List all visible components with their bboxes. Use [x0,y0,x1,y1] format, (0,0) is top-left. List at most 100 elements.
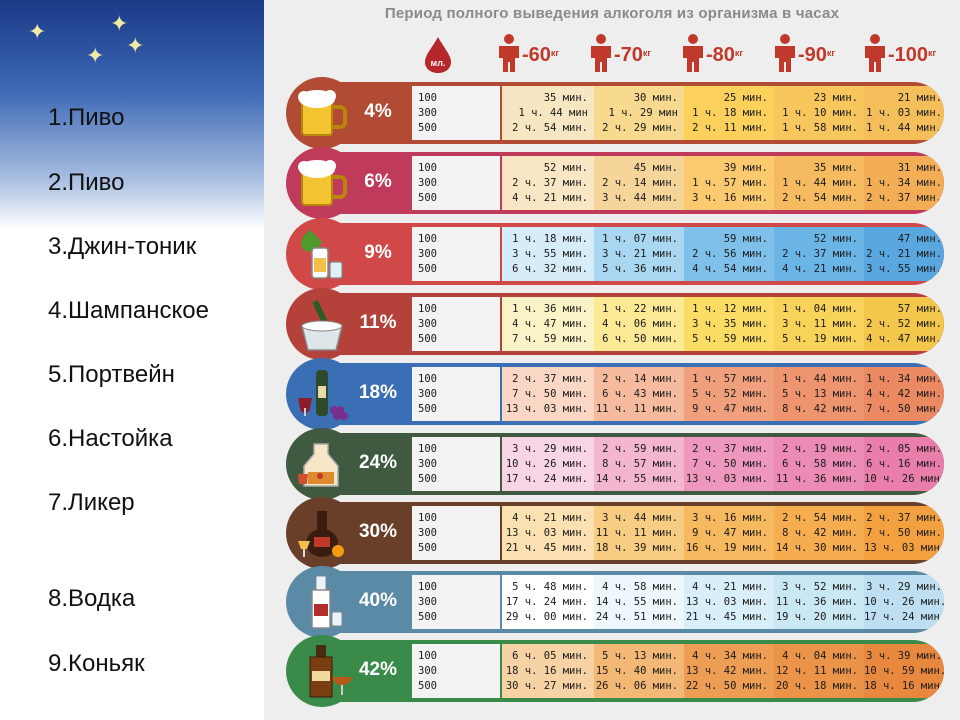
time-value: 5 ч. 19 мин. [782,333,858,345]
table-row: 100 300 500 1 ч. 36 мин. 4 ч. 47 мин. 7 ч. 59… [264,288,960,360]
person-icon [591,34,611,72]
abv-badge: 30% [354,515,402,549]
weight-label: -80кг [706,44,744,66]
time-value: 2 ч. 37 мин. [866,192,942,204]
volume-cell: 100 300 500 [412,437,500,491]
time-value: 13 ч. 42 мин. [685,665,768,677]
time-value: 13 ч. 03 мин. [864,542,944,554]
time-value: 2 ч. 37 мин. [692,443,768,455]
volume-value: 100 [418,581,437,593]
time-value: 5 ч. 13 мин. [602,650,678,662]
time-value: 6 ч. 32 мин. [512,263,588,275]
volume-value: 500 [418,473,437,485]
volume-cell: 100 300 500 [412,575,500,629]
time-value: 4 ч. 04 мин. [782,650,858,662]
volume-value: 500 [418,680,437,692]
abv-badge: 40% [354,584,402,618]
volume-value: 300 [418,665,437,677]
volume-value: 300 [418,527,437,539]
time-value: 7 ч. 50 мин. [692,458,768,470]
time-value: 2 ч. 14 мин. [602,177,678,189]
time-cell: 3 ч. 44 мин. 11 ч. 11 мин. 18 ч. 39 мин. [594,506,684,560]
time-cell: 1 ч. 22 мин. 4 ч. 06 мин. 6 ч. 50 мин. [594,297,684,351]
time-cell: 25 мин. 1 ч. 18 мин. 2 ч. 11 мин. [684,86,774,140]
time-value: 4 ч. 34 мин. [692,650,768,662]
time-value: 7 ч. 59 мин. [512,333,588,345]
time-value: 1 ч. 12 мин. [692,303,768,315]
abv-badge: 9% [354,236,402,270]
volume-value: 300 [418,318,437,330]
volume-value: 500 [418,263,437,275]
time-value: 6 ч. 58 мин. [782,458,858,470]
time-cell: 47 мин. 2 ч. 21 мин. 3 ч. 55 мин. [864,227,944,281]
time-value: 6 ч. 16 мин. [866,458,942,470]
time-value: 39 мин. [723,162,768,174]
time-cell: 35 мин. 1 ч. 44 мин 2 ч. 54 мин. [502,86,594,140]
time-value: 4 ч. 06 мин. [602,318,678,330]
time-value: 35 мин. [543,92,588,104]
table-row: 100 300 500 1 ч. 18 мин. 3 ч. 55 мин. 6 ч. 32… [264,218,960,290]
time-value: 52 мин. [543,162,588,174]
time-value: 21 ч. 45 мин. [505,542,588,554]
time-cell: 1 ч. 12 мин. 3 ч. 35 мин. 5 ч. 59 мин. [684,297,774,351]
liqueur-decanter-icon [298,443,339,487]
time-value: 21 мин. [897,92,942,104]
volume-value: 300 [418,248,437,260]
gin-tonic-icon [301,230,343,279]
time-value: 5 ч. 59 мин. [692,333,768,345]
drink-icon-circle [286,358,358,430]
time-cell: 2 ч. 37 мин. 7 ч. 50 мин. 13 ч. 03 мин. [864,506,944,560]
time-cell: 2 ч. 37 мин. 7 ч. 50 мин. 13 ч. 03 мин. [502,367,594,421]
time-value: 8 ч. 57 мин. [602,458,678,470]
time-value: 4 ч. 21 мин. [782,263,858,275]
table-row: 100 300 500 52 мин. 2 ч. 37 мин. 4 ч. 21 мин.… [264,147,960,219]
drink-icon-circle [286,497,358,569]
time-value: 59 мин. [723,233,768,245]
volume-value: 100 [418,443,437,455]
time-cell: 4 ч. 04 мин. 12 ч. 11 мин. 20 ч. 18 мин. [774,644,864,698]
time-cell: 6 ч. 05 мин. 18 ч. 16 мин. 30 ч. 27 мин. [502,644,594,698]
time-value: 3 ч. 44 мин. [602,512,678,524]
time-value: 1 ч. 03 мин. [866,107,942,119]
time-value: 3 ч. 52 мин. [782,581,858,593]
time-value: 10 ч. 26 мин. [864,473,944,485]
champagne-bucket-icon [301,300,343,351]
time-value: 1 ч. 44 мин. [782,177,858,189]
drink-icon-circle [286,147,358,219]
time-cell: 21 мин. 1 ч. 03 мин. 1 ч. 44 мин. [864,86,944,140]
time-value: 13 ч. 03 мин. [685,596,768,608]
weight-label: -100кг [888,44,937,66]
time-value: 45 мин. [633,162,678,174]
volume-value: 500 [418,192,437,204]
time-cell: 4 ч. 34 мин. 13 ч. 42 мин. 22 ч. 50 мин. [684,644,774,698]
time-value: 1 ч. 04 мин. [782,303,858,315]
time-value: 5 ч. 52 мин. [692,388,768,400]
time-value: 1 ч. 29 мин [608,107,678,119]
list-item: 6.Настойка [48,425,173,452]
volume-cell: 100 300 500 [412,86,500,140]
time-cell: 1 ч. 36 мин. 4 ч. 47 мин. 7 ч. 59 мин. [502,297,594,351]
time-cell: 2 ч. 05 мин. 6 ч. 16 мин. 10 ч. 26 мин. [864,437,944,491]
time-value: 9 ч. 47 мин. [692,403,768,415]
volume-value: 500 [418,122,437,134]
time-value: 29 ч. 00 мин. [505,611,588,623]
row-pill: 100 300 500 4 ч. 21 мин. 13 ч. 03 мин. 21 ч. … [292,502,944,564]
volume-cell: 100 300 500 [412,506,500,560]
time-value: 1 ч. 44 мин [518,107,588,119]
time-value: 22 ч. 50 мин. [685,680,768,692]
time-value: 25 мин. [723,92,768,104]
left-panel: ✦ ✦ ✦ ✦ 1.Пиво 2.Пиво 3.Джин-тоник 4.Шам… [0,0,264,720]
time-value: 8 ч. 42 мин. [782,403,858,415]
volume-value: 300 [418,596,437,608]
time-value: 4 ч. 42 мин. [866,388,942,400]
time-cell: 31 мин. 1 ч. 34 мин. 2 ч. 37 мин. [864,156,944,210]
weight-label: -60кг [522,44,560,66]
time-value: 2 ч. 37 мин. [782,248,858,260]
time-value: 16 ч. 19 мин. [685,542,768,554]
volume-value: 100 [418,92,437,104]
time-cell: 3 ч. 16 мин. 9 ч. 47 мин. 16 ч. 19 мин. [684,506,774,560]
time-value: 6 ч. 50 мин. [602,333,678,345]
time-value: 17 ч. 24 мин. [864,611,944,623]
time-value: 10 ч. 59 мин. [864,665,944,677]
time-value: 2 ч. 29 мин. [602,122,678,134]
